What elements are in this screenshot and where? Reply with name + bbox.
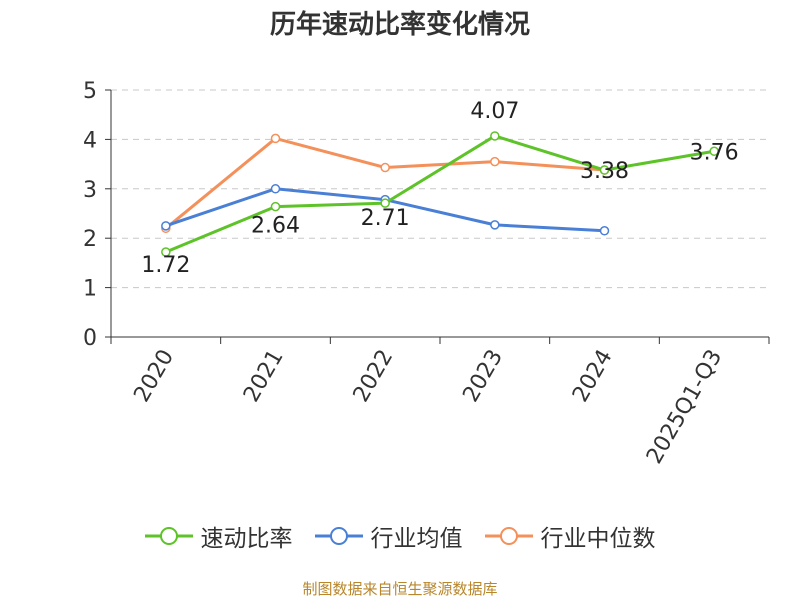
legend-item[interactable]: 速动比率 <box>144 519 293 553</box>
x-tick-label: 2025Q1-Q3 <box>642 346 727 469</box>
data-point <box>599 226 610 236</box>
y-tick-label: 3 <box>83 178 97 203</box>
x-tick-label: 2023 <box>458 346 508 407</box>
data-point <box>161 247 171 257</box>
data-label: 4.07 <box>470 99 519 124</box>
data-point <box>161 221 171 231</box>
legend-item[interactable]: 行业均值 <box>314 519 463 553</box>
y-tick-label: 1 <box>83 277 97 302</box>
data-point <box>270 133 281 144</box>
source-note: 制图数据来自恒生聚源数据库 <box>302 580 498 598</box>
data-point <box>709 146 719 157</box>
legend-swatch <box>484 527 533 545</box>
data-point <box>490 220 500 230</box>
legend-swatch <box>314 527 363 545</box>
data-point <box>599 165 610 175</box>
x-tick-label: 2021 <box>239 346 289 407</box>
chart-title: 历年速动比率变化情况 <box>269 10 530 40</box>
x-tick-label: 2022 <box>349 346 399 407</box>
data-point <box>490 156 500 167</box>
data-point <box>380 198 390 208</box>
legend: 速动比率 行业均值 行业中位数 <box>0 518 800 554</box>
legend-label: 速动比率 <box>200 526 293 552</box>
data-point <box>270 201 281 212</box>
x-tick-label: 2020 <box>129 346 179 407</box>
y-tick-label: 5 <box>83 79 97 104</box>
data-label: 3.38 <box>580 159 629 184</box>
legend-label: 行业中位数 <box>540 526 656 552</box>
legend-label: 行业均值 <box>370 526 463 552</box>
legend-swatch <box>144 527 193 545</box>
data-label: 2.71 <box>361 206 410 231</box>
data-label: 2.64 <box>251 214 300 239</box>
legend-item[interactable]: 行业中位数 <box>484 519 656 553</box>
y-tick-label: 4 <box>83 128 97 153</box>
y-tick-label: 2 <box>83 227 97 252</box>
series-line <box>165 134 715 254</box>
series-lines <box>161 131 719 257</box>
data-label: 3.76 <box>690 140 739 165</box>
data-point <box>270 184 281 194</box>
data-point <box>490 131 500 141</box>
data-point <box>380 162 390 173</box>
x-tick-label: 2024 <box>568 346 618 407</box>
data-labels: 1.72 2.64 2.71 4.07 3.38 3.76 <box>141 99 738 278</box>
gridlines <box>111 89 769 289</box>
y-tick-label: 0 <box>83 326 97 351</box>
data-label: 1.72 <box>141 253 190 278</box>
